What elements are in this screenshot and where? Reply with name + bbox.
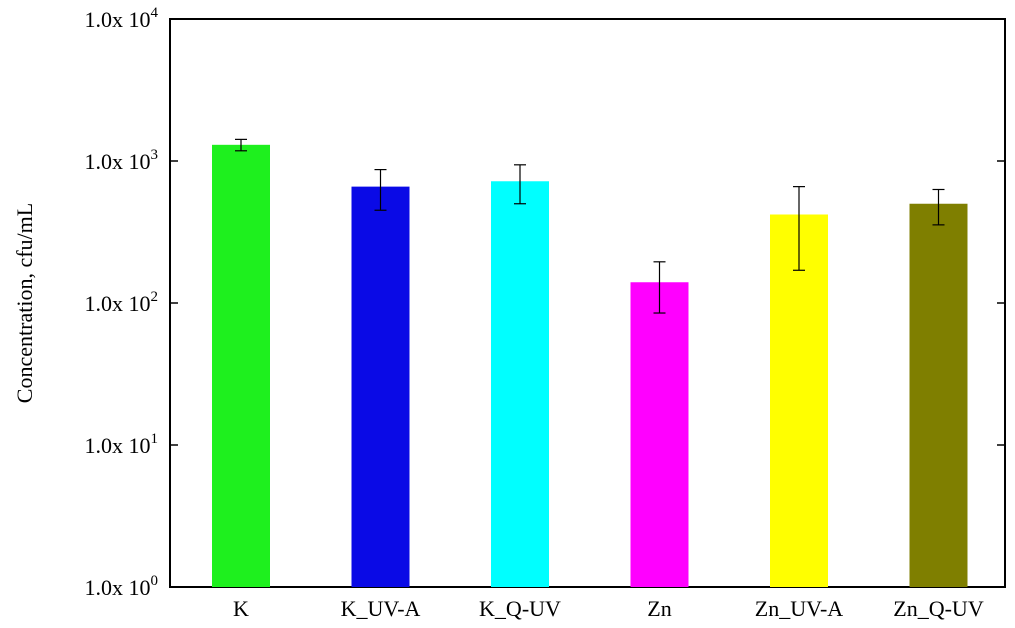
y-tick-mantissa: 1.0x 10 — [85, 149, 151, 174]
bar-k-q-uv — [491, 181, 549, 587]
y-tick-label: 1.0x 100 — [85, 573, 159, 600]
y-tick-exponent: 4 — [151, 5, 159, 21]
x-category-label: Zn — [647, 596, 671, 621]
y-axis-label: Concentration, cfu/mL — [12, 203, 37, 403]
y-tick-mantissa: 1.0x 10 — [85, 291, 151, 316]
bars-group — [212, 144, 968, 587]
y-tick-mantissa: 1.0x 10 — [85, 7, 151, 32]
bar-zn-uv-a — [770, 214, 828, 587]
y-tick-mantissa: 1.0x 10 — [85, 433, 151, 458]
bar-k-uv-a — [351, 186, 410, 587]
y-tick-mantissa: 1.0x 10 — [85, 575, 151, 600]
bar-zn-q-uv — [909, 203, 968, 587]
bar-k — [212, 144, 270, 587]
x-category-label: K_Q-UV — [479, 596, 561, 621]
y-tick-exponent: 3 — [151, 147, 159, 163]
y-tick-label: 1.0x 103 — [85, 147, 159, 174]
y-tick-exponent: 2 — [151, 289, 159, 305]
bar-zn — [630, 282, 689, 587]
error-bars-group — [235, 138, 945, 314]
y-tick-exponent: 1 — [151, 431, 159, 447]
x-axis-labels: K K_UV-A K_Q-UV Zn Zn_UV-A Zn_Q-UV — [233, 596, 984, 621]
x-category-label: K_UV-A — [341, 596, 421, 621]
x-category-label: Zn_Q-UV — [893, 596, 984, 621]
y-tick-exponent: 0 — [151, 573, 159, 589]
y-tick-label: 1.0x 104 — [85, 5, 159, 32]
plot-frame — [169, 18, 1006, 588]
y-tick-label: 1.0x 101 — [85, 431, 159, 458]
y-tick-label: 1.0x 102 — [85, 289, 159, 316]
x-category-label: Zn_UV-A — [755, 596, 844, 621]
x-category-label: K — [233, 596, 249, 621]
